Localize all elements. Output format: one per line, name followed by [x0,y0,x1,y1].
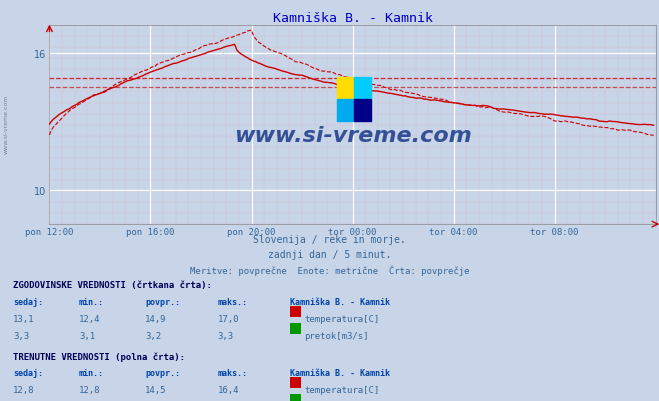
Text: Meritve: povprečne  Enote: metrične  Črta: povprečje: Meritve: povprečne Enote: metrične Črta:… [190,265,469,275]
Text: maks.:: maks.: [217,298,248,306]
Text: sedaj:: sedaj: [13,298,43,306]
Text: sedaj:: sedaj: [13,368,43,377]
Text: 12,8: 12,8 [13,385,35,394]
Text: min.:: min.: [79,368,104,377]
Text: 3,3: 3,3 [13,331,29,340]
Text: zadnji dan / 5 minut.: zadnji dan / 5 minut. [268,250,391,260]
Text: ZGODOVINSKE VREDNOSTI (črtkana črta):: ZGODOVINSKE VREDNOSTI (črtkana črta): [13,281,212,290]
Text: 3,2: 3,2 [145,331,161,340]
Text: 16,4: 16,4 [217,385,239,394]
Text: pretok[m3/s]: pretok[m3/s] [304,331,369,340]
Text: maks.:: maks.: [217,368,248,377]
Text: povpr.:: povpr.: [145,368,180,377]
Text: min.:: min.: [79,298,104,306]
Text: 13,1: 13,1 [13,314,35,323]
Text: 3,3: 3,3 [217,331,233,340]
Text: 14,9: 14,9 [145,314,167,323]
Bar [354,78,371,99]
Bar [337,99,354,122]
Text: www.si-vreme.com: www.si-vreme.com [234,125,471,145]
Text: temperatura[C]: temperatura[C] [304,314,380,323]
Text: povpr.:: povpr.: [145,298,180,306]
Text: temperatura[C]: temperatura[C] [304,385,380,394]
Text: 12,4: 12,4 [79,314,101,323]
Text: Kamniška B. - Kamnik: Kamniška B. - Kamnik [290,368,390,377]
Text: 3,1: 3,1 [79,331,95,340]
Text: 14,5: 14,5 [145,385,167,394]
Text: Slovenija / reke in morje.: Slovenija / reke in morje. [253,235,406,245]
Bar [337,78,354,99]
Bar [354,99,371,122]
Text: www.si-vreme.com: www.si-vreme.com [4,95,9,154]
Text: TRENUTNE VREDNOSTI (polna črta):: TRENUTNE VREDNOSTI (polna črta): [13,351,185,361]
Text: 12,8: 12,8 [79,385,101,394]
Text: Kamniška B. - Kamnik: Kamniška B. - Kamnik [290,298,390,306]
Text: 17,0: 17,0 [217,314,239,323]
Title: Kamniška B. - Kamnik: Kamniška B. - Kamnik [273,12,432,25]
